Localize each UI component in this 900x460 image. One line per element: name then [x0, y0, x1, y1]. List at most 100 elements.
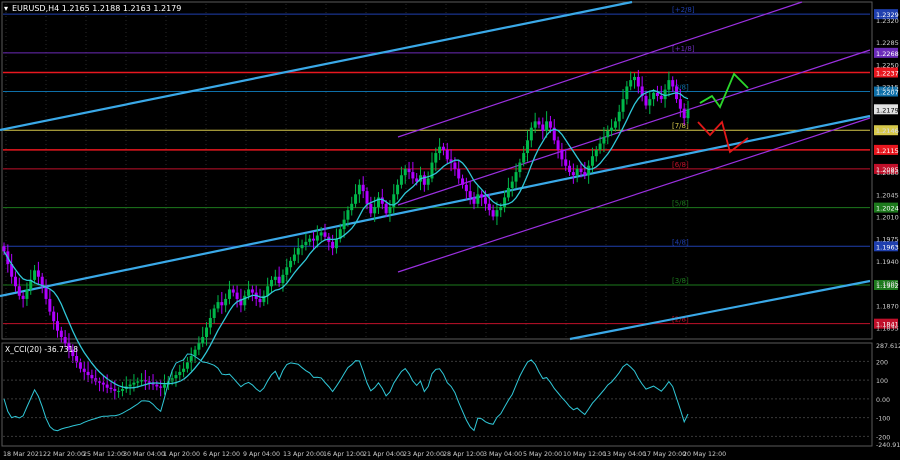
cci-line — [3, 353, 689, 432]
level-axis-label: 1.2024 — [876, 205, 899, 213]
cci-tick-label: -240.917 — [876, 442, 900, 449]
candle-body — [571, 172, 575, 176]
candle-body — [648, 99, 652, 106]
price-tick-label: 1.1975 — [876, 236, 899, 244]
cci-tick-label: 100 — [876, 378, 888, 385]
price-tick-label: 1.2285 — [876, 39, 899, 47]
level-axis-box — [874, 86, 898, 97]
candle-body — [392, 194, 396, 207]
time-tick-label: 13 Apr 20:00 — [283, 451, 324, 458]
current-price-label: 1.2179 — [876, 106, 899, 114]
candle-body — [361, 184, 365, 192]
candle-body — [403, 168, 407, 176]
candle-body — [399, 175, 403, 185]
bullish-arrow-seg — [699, 95, 713, 104]
candle-body — [441, 146, 445, 150]
price-pane-frame — [1, 1, 873, 340]
channel-upper — [397, 1, 803, 138]
candle-body — [258, 298, 262, 303]
candle-body — [136, 381, 140, 383]
candle-body — [610, 127, 614, 131]
candle-body — [182, 368, 186, 372]
candle-body — [640, 86, 644, 96]
cci-indicator: 287.612 200 100 0.00 -100 -200-240.917 — [3, 343, 900, 449]
candle-body — [29, 279, 33, 290]
candle-body — [629, 80, 633, 87]
candle-body — [583, 172, 587, 176]
bullish-arrow-path — [699, 72, 749, 109]
candle-body — [384, 203, 388, 214]
candle-body — [388, 206, 392, 214]
candle-body — [407, 168, 411, 173]
candle-body — [602, 137, 606, 144]
price-tick-label: 1.2010 — [876, 213, 899, 221]
murrey-levels: [+2/8] 1.2329 [+1/8] 1.2268 1.2237 [8/8] 1.220… — [3, 6, 899, 329]
candle-body — [323, 232, 327, 237]
candle-body — [193, 349, 197, 357]
level-tag: [4/8] — [672, 238, 689, 246]
price-tick-label: 1.2215 — [876, 83, 899, 91]
indicator-pane-frame — [1, 342, 873, 447]
candle-body — [411, 172, 415, 179]
price-axis: 1.2320 1.2285 1.2250 1.2215 1.2179 1.2146 1.20… — [874, 17, 899, 332]
time-tick-label: 3 May 04:00 — [483, 451, 522, 458]
candle-body — [541, 124, 545, 131]
price-tick-label: 1.1940 — [876, 258, 899, 266]
candle-body — [644, 95, 648, 106]
candle-body — [159, 386, 163, 388]
time-tick-label: 13 May 04:00 — [603, 451, 646, 458]
time-tick-label: 17 May 20:00 — [643, 451, 686, 458]
candle-body — [617, 111, 621, 122]
time-tick-label: 25 Mar 12:00 — [83, 451, 125, 458]
candle-body — [63, 337, 67, 344]
time-tick-label: 21 Apr 04:00 — [363, 451, 404, 458]
time-tick-label: 23 Apr 20:00 — [403, 451, 444, 458]
chart-symbol-line: EURUSD,H4 1.2165 1.2188 1.2163 1.2179 — [12, 4, 181, 13]
candle-body — [90, 375, 94, 379]
time-tick-label: 16 Apr 12:00 — [323, 451, 364, 458]
candle-body — [13, 276, 17, 287]
level-axis-box — [874, 163, 898, 174]
candle-body — [10, 264, 14, 277]
candle-body — [269, 279, 273, 287]
candle-body — [342, 219, 346, 230]
price-tick-label: 1.1905 — [876, 280, 899, 288]
candle-body — [147, 381, 151, 383]
cci-tick-label: 287.612 — [876, 343, 900, 350]
candle-body — [162, 384, 166, 388]
candle-body — [514, 172, 518, 182]
candle-body — [449, 159, 453, 163]
candle-body — [2, 246, 6, 252]
level-tag: [6/8] — [672, 161, 689, 169]
level-axis-box — [874, 47, 898, 58]
candle-body — [250, 289, 254, 293]
grid — [5, 4, 687, 337]
upper-trend-line — [0, 0, 633, 132]
level-axis-label: 1.1963 — [876, 243, 899, 251]
level-tag: [7/8] — [672, 122, 689, 130]
candle-body — [178, 371, 182, 376]
candle-body — [273, 276, 277, 280]
chart-title-arrow-icon[interactable]: ▾ — [4, 4, 8, 13]
price-tick-label: 1.2080 — [876, 169, 899, 177]
candle-body — [227, 289, 231, 299]
candle-body — [296, 248, 300, 255]
candle-body — [205, 327, 209, 337]
candle-body — [304, 241, 308, 246]
price-tick-label: 1.2045 — [876, 191, 899, 199]
candle-body — [21, 295, 25, 299]
candle-body — [376, 197, 380, 207]
level-tag: [8/8] — [672, 84, 689, 92]
candle-body — [312, 238, 316, 241]
candle-body — [686, 109, 690, 119]
level-tag: [2/8] — [672, 316, 689, 324]
candle-body — [560, 149, 564, 160]
level-axis-label: 1.2146 — [876, 127, 899, 135]
candle-body — [667, 80, 671, 90]
candle-body — [678, 99, 682, 109]
candle-body — [564, 159, 568, 166]
candle-body — [109, 387, 113, 390]
time-tick-label: 6 Apr 12:00 — [203, 451, 240, 458]
